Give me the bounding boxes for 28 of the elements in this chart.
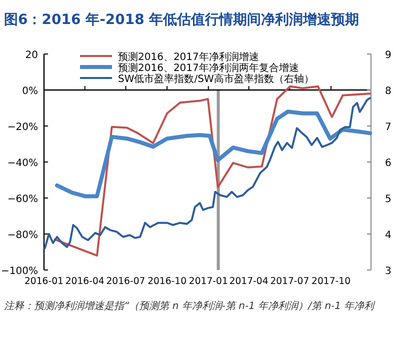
x-tick-label: 2017-04	[229, 276, 270, 287]
x-tick-label: 2016-04	[65, 276, 106, 287]
legend-label: SW低市盈率指数/SW高市盈率指数（右轴）	[118, 73, 314, 85]
y-tick-label: −80%	[7, 230, 38, 241]
y2-tick-label: 6	[385, 158, 392, 169]
x-tick-label: 2017-01	[188, 276, 229, 287]
y2-tick-label: 9	[385, 50, 392, 61]
y-tick-label: −100%	[1, 266, 38, 277]
y2-tick-label: 5	[385, 194, 392, 205]
y-tick-label: −20%	[7, 122, 38, 133]
y-tick-label: −40%	[7, 158, 38, 169]
line-series	[55, 110, 372, 198]
y2-tick-label: 3	[385, 266, 392, 277]
y2-tick-label: 4	[385, 230, 392, 241]
x-tick-label: 2016-01	[24, 276, 64, 287]
x-tick-label: 2017-10	[312, 276, 352, 287]
x-tick-label: 2016-10	[148, 276, 188, 287]
text: 注释：预测净利润增速是指“（预测第 n 年净利润-第 n-1 年净利润）/第 n-1 年净利	[4, 300, 376, 313]
y-tick-label: −60%	[7, 194, 38, 205]
legend-label: 预测2016、2017年净利润增速	[118, 51, 259, 63]
x-tick-label: 2017-07	[270, 276, 310, 287]
legend-label: 预测2016、2017年净利润两年复合增速	[118, 62, 299, 74]
y2-tick-label: 7	[385, 122, 392, 133]
y-tick-label: 20	[25, 50, 38, 61]
y2-tick-label: 8	[385, 86, 392, 97]
y-tick-label: 0%	[22, 86, 38, 97]
chart-title: 图6：2016 年-2018 年低估值行情期间净利润增速预期	[4, 11, 360, 28]
x-tick-label: 2016-07	[106, 276, 146, 287]
